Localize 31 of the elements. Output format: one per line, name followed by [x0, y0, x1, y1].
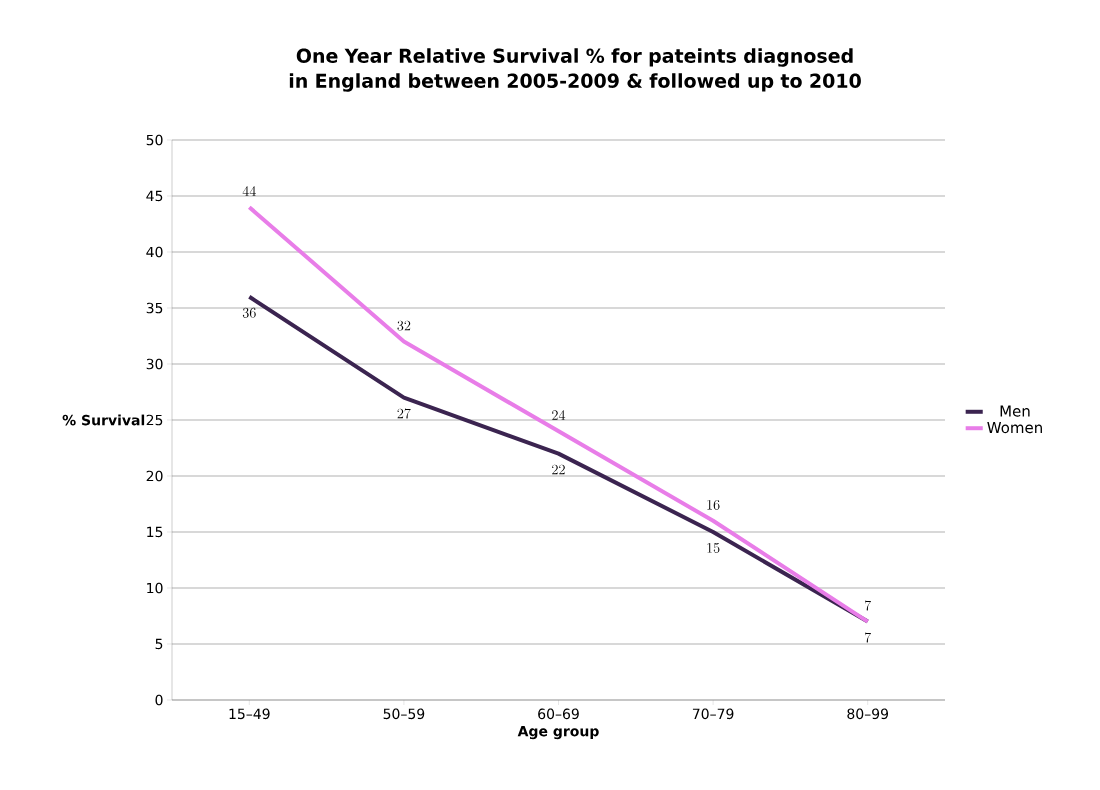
- data-label: 36: [242, 307, 256, 318]
- data-label: 44: [242, 186, 256, 196]
- x-tick-label: 50–59: [383, 708, 425, 720]
- x-tick-label: 15–49: [229, 708, 270, 720]
- y-tick-label: 5: [155, 638, 163, 650]
- y-tick-label: 40: [146, 246, 163, 258]
- data-label: 15: [707, 543, 720, 553]
- y-tick-label: 15: [147, 526, 163, 538]
- chart-title: One Year Relative Survival % for pateints diagnosed in England between 2005-2009 & followed up to 2010: [289, 48, 861, 92]
- x-tick-label: 70–79: [692, 708, 734, 720]
- legend-label: Men: [1000, 405, 1030, 417]
- data-label: 27: [397, 408, 411, 419]
- data-label: 16: [707, 499, 720, 510]
- x-axis-title: Age group: [517, 725, 599, 740]
- y-tick-label: 10: [147, 582, 163, 594]
- y-tick-label: 50: [146, 134, 163, 146]
- data-label: 7: [864, 600, 872, 611]
- y-axis-title: % Survival: [62, 414, 145, 426]
- y-tick-label: 35: [146, 302, 163, 314]
- x-tick-label: 60–69: [538, 708, 579, 720]
- y-tick-label: 25: [146, 414, 163, 426]
- y-tick-label: 20: [146, 470, 163, 482]
- y-tick-label: 0: [155, 694, 163, 706]
- legend-label: Women: [987, 422, 1042, 434]
- data-label: 32: [397, 320, 411, 331]
- data-label: 7: [864, 632, 872, 643]
- y-tick-label: 30: [146, 358, 163, 370]
- data-label: 24: [552, 410, 566, 420]
- data-label: 22: [552, 464, 565, 475]
- x-tick-label: 80–99: [847, 708, 889, 720]
- y-tick-label: 45: [146, 190, 163, 202]
